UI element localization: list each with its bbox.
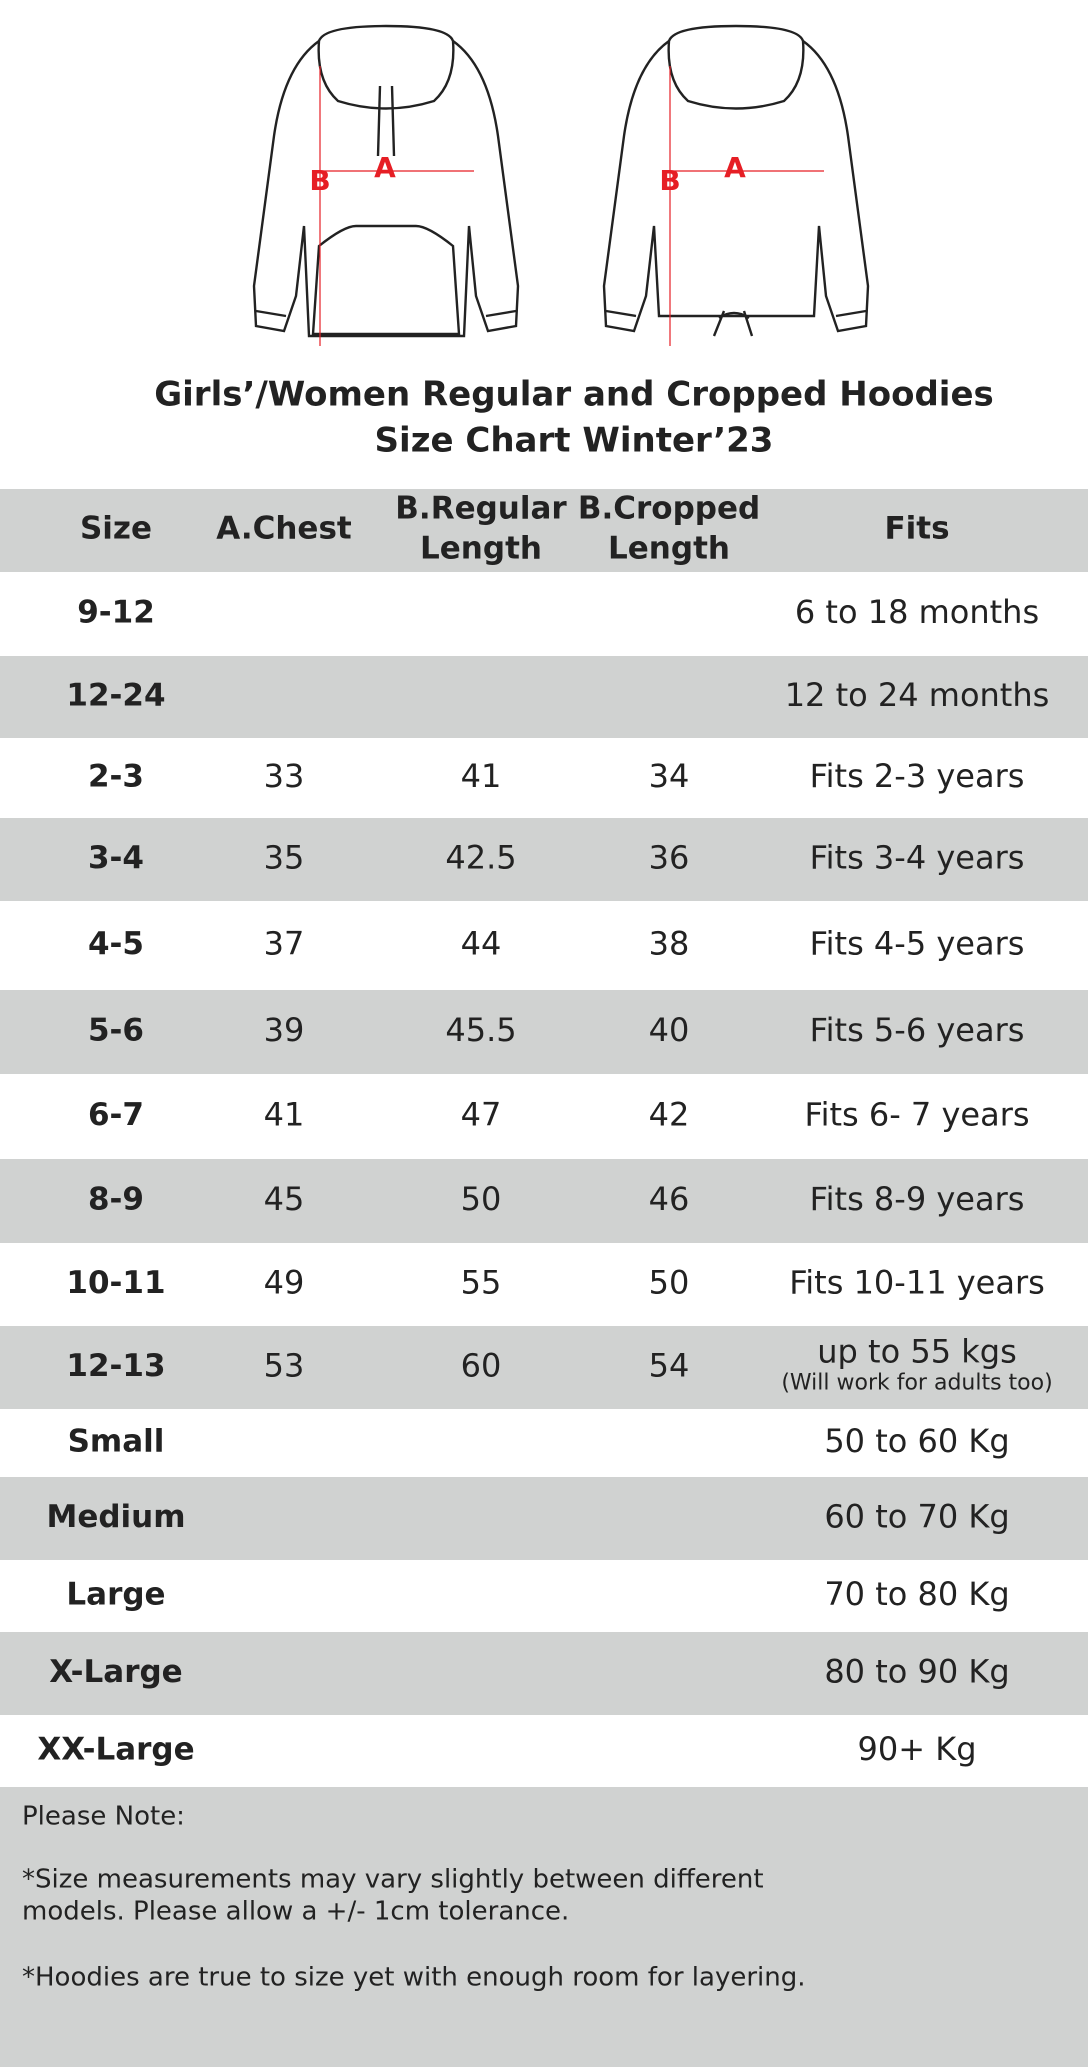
fits-cell: 90+ Kg [858, 1730, 977, 1768]
fits-cell: Fits 6- 7 years [804, 1096, 1029, 1134]
measure-cell: 35 [264, 839, 305, 877]
measure-cell: 49 [264, 1264, 305, 1302]
column-header: Length [420, 531, 542, 567]
measure-cell: 47 [461, 1096, 502, 1134]
size-cell: Small [68, 1424, 165, 1460]
measure-cell: 36 [649, 839, 690, 877]
fits-cell: Fits 10-11 years [789, 1264, 1045, 1302]
fits-cell: Fits 8-9 years [810, 1180, 1025, 1218]
size-cell: 12-24 [66, 678, 165, 714]
size-cell: 4-5 [88, 926, 144, 962]
table-row [0, 990, 1088, 1074]
title-line: Size Chart Winter’23 [375, 421, 774, 461]
note-line: models. Please allow a +/- 1cm tolerance… [22, 1897, 569, 1927]
size-cell: 3-4 [88, 840, 144, 876]
fits-cell: Fits 5-6 years [810, 1011, 1025, 1049]
table-row [0, 818, 1088, 901]
fits-cell: up to 55 kgs [817, 1333, 1016, 1371]
measure-cell: 33 [264, 757, 305, 795]
label-b: B [659, 164, 680, 197]
size-cell: Medium [46, 1499, 185, 1535]
measure-cell: 41 [264, 1096, 305, 1134]
table-row [0, 1477, 1088, 1560]
measure-cell: 41 [461, 757, 502, 795]
measure-cell: 50 [461, 1180, 502, 1218]
fits-cell: 6 to 18 months [795, 593, 1039, 631]
front-hoodie: B A [252, 24, 520, 346]
measure-cell: 37 [264, 925, 305, 963]
title-line: Girls’/Women Regular and Cropped Hoodies [154, 375, 994, 415]
note-line: *Hoodies are true to size yet with enoug… [22, 1963, 806, 1993]
back-hoodie: B A [602, 24, 870, 346]
measure-cell: 45 [264, 1180, 305, 1218]
measure-cell: 38 [649, 925, 690, 963]
size-cell: 2-3 [88, 759, 144, 795]
fits-cell: 80 to 90 Kg [824, 1653, 1009, 1691]
measure-cell: 60 [461, 1347, 502, 1385]
size-cell: XX-Large [37, 1732, 194, 1768]
fits-cell: Fits 2-3 years [810, 757, 1025, 795]
column-header: Fits [884, 511, 949, 547]
fits-cell: 70 to 80 Kg [824, 1575, 1009, 1613]
measure-cell: 42 [649, 1096, 690, 1134]
header-row [0, 489, 1088, 572]
size-cell: X-Large [49, 1654, 182, 1690]
size-cell: Large [66, 1577, 165, 1613]
column-header: Size [80, 511, 152, 547]
label-b: B [309, 164, 330, 197]
table-row [0, 656, 1088, 738]
notes-heading: Please Note: [22, 1802, 185, 1832]
column-header: B.Regular [395, 491, 567, 527]
size-cell: 10-11 [66, 1265, 165, 1301]
size-cell: 9-12 [77, 595, 155, 631]
size-cell: 12-13 [66, 1348, 165, 1384]
table-row [0, 1159, 1088, 1243]
measure-cell: 53 [264, 1347, 305, 1385]
note-line: *Size measurements may vary slightly bet… [22, 1865, 764, 1895]
measure-cell: 50 [649, 1264, 690, 1302]
table-row [0, 1326, 1088, 1409]
fits-cell: 60 to 70 Kg [824, 1498, 1009, 1536]
size-cell: 8-9 [88, 1182, 144, 1218]
fits-cell: (Will work for adults too) [781, 1371, 1052, 1396]
fits-cell: 12 to 24 months [785, 676, 1050, 714]
measure-cell: 54 [649, 1347, 690, 1385]
measure-cell: 44 [461, 925, 502, 963]
measure-cell: 40 [649, 1011, 690, 1049]
measure-cell: 34 [649, 757, 690, 795]
measure-cell: 55 [461, 1264, 502, 1302]
column-header: B.Cropped [578, 491, 760, 527]
measure-cell: 46 [649, 1180, 690, 1218]
fits-cell: Fits 4-5 years [810, 925, 1025, 963]
notes-box [0, 1787, 1088, 2067]
column-header: Length [608, 531, 730, 567]
label-a: A [724, 151, 746, 184]
column-header: A.Chest [216, 511, 352, 547]
fits-cell: 50 to 60 Kg [824, 1422, 1009, 1460]
table-row [0, 1632, 1088, 1715]
fits-cell: Fits 3-4 years [810, 839, 1025, 877]
measure-cell: 42.5 [445, 839, 516, 877]
label-a: A [374, 151, 396, 184]
measure-cell: 45.5 [445, 1011, 516, 1049]
size-cell: 5-6 [88, 1013, 144, 1049]
size-cell: 6-7 [88, 1097, 144, 1133]
measure-cell: 39 [264, 1011, 305, 1049]
